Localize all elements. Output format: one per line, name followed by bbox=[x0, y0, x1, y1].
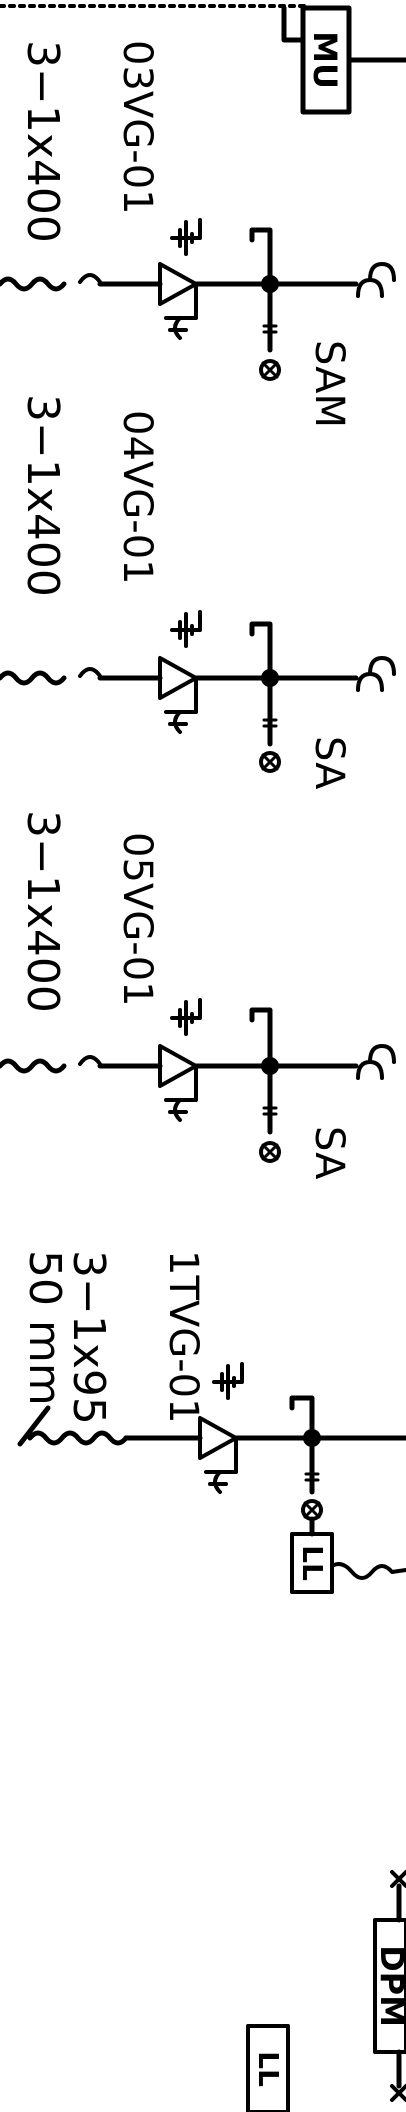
feeder-05vg-01: 3−1x400 05VG-01 SA bbox=[0, 810, 396, 1180]
lamp-symbol bbox=[259, 1141, 281, 1163]
dpm-section: DPM bbox=[373, 1870, 406, 2102]
dpm-box-label: DPM bbox=[373, 1945, 406, 2027]
feeder-id-label: 04VG-01 bbox=[114, 410, 160, 585]
feeder-tag-label: SA bbox=[306, 736, 352, 790]
lamp-symbol bbox=[259, 359, 281, 381]
feeder-03vg-01: 3−1x400 03VG-01 SAM bbox=[0, 40, 396, 428]
earth-symbol bbox=[170, 610, 202, 648]
feeder-cable-label: 3−1x400 bbox=[17, 394, 68, 597]
arrow-symbol bbox=[158, 656, 198, 700]
arrow-symbol bbox=[158, 1044, 198, 1088]
cable-wave bbox=[0, 670, 67, 686]
feeder-cable-label: 3−1x400 bbox=[17, 40, 68, 243]
bottom-ll-box-label: LL bbox=[252, 2051, 285, 2087]
ct-symbol bbox=[356, 656, 396, 692]
feeder-tag-label: SA bbox=[306, 1126, 352, 1180]
bottom-ll-box: LL bbox=[246, 2024, 290, 2112]
arrow-symbol bbox=[198, 1416, 238, 1460]
feeder-cable-extra-label: 50 mm bbox=[19, 1250, 70, 1406]
feeder-id-label: 1TVG-01 bbox=[160, 1250, 206, 1424]
feeder-cable-label: 3−1x95 bbox=[63, 1250, 114, 1425]
ct-symbol bbox=[356, 1044, 396, 1080]
feeder-id-label: 03VG-01 bbox=[114, 40, 160, 215]
dpm-box bbox=[373, 1918, 406, 2054]
earth-symbol bbox=[170, 998, 202, 1036]
mu-box: MU bbox=[281, 5, 406, 115]
feeder-1tvg-01: 3−1x95 50 mm 1TVG-01 LL bbox=[17, 1250, 406, 1594]
ll-box bbox=[290, 1532, 334, 1594]
lamp-symbol bbox=[259, 751, 281, 773]
feeder-tag-label: SAM bbox=[306, 340, 352, 428]
cable-wave bbox=[27, 1430, 129, 1446]
feeder-04vg-01: 3−1x400 04VG-01 SA bbox=[0, 394, 396, 790]
cable-wave bbox=[0, 1058, 67, 1074]
feeder-id-label: 05VG-01 bbox=[114, 832, 160, 1007]
feeder-cable-label: 3−1x400 bbox=[17, 810, 68, 1013]
earth-symbol bbox=[170, 218, 202, 256]
mu-box-label: MU bbox=[306, 31, 344, 89]
ct-symbol bbox=[356, 262, 396, 298]
earth-symbol bbox=[212, 1362, 244, 1400]
cable-wave bbox=[0, 276, 67, 292]
ll-box-label: LL bbox=[296, 1545, 329, 1581]
arrow-symbol bbox=[158, 262, 198, 306]
